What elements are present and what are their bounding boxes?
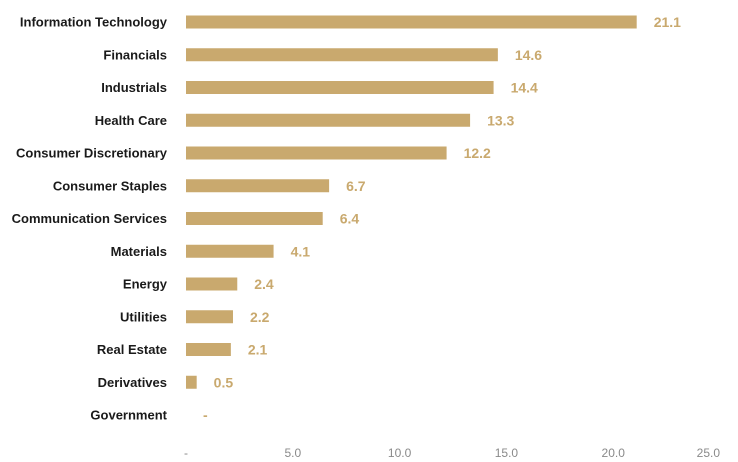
value-label-derivatives: 0.5: [214, 374, 234, 390]
x-tick-label: 25.0: [697, 446, 721, 460]
category-label-utilities: Utilities: [120, 309, 167, 324]
category-label-consumer-staples: Consumer Staples: [53, 178, 167, 193]
x-tick-label: -: [184, 446, 188, 460]
category-label-communication-services: Communication Services: [12, 211, 167, 226]
bar-consumer-staples: [186, 179, 330, 193]
bar-derivatives: [186, 375, 197, 389]
category-label-real-estate: Real Estate: [97, 342, 167, 357]
bar-energy: [186, 277, 238, 291]
category-label-consumer-discretionary: Consumer Discretionary: [16, 146, 168, 161]
category-label-materials: Materials: [111, 244, 167, 259]
bar-financials: [186, 48, 498, 62]
value-label-real-estate: 2.1: [248, 342, 268, 358]
category-labels: Information Technology Financials Industri…: [12, 15, 168, 423]
value-label-communication-services: 6.4: [340, 211, 360, 227]
value-label-financials: 14.6: [515, 47, 542, 63]
bar-consumer-discretionary: [186, 146, 447, 160]
bar-real-estate: [186, 343, 231, 356]
x-tick-label: 10.0: [388, 446, 412, 460]
value-label-materials: 4.1: [291, 243, 311, 259]
bars: [186, 15, 637, 389]
category-label-government: Government: [90, 408, 167, 423]
category-label-financials: Financials: [103, 47, 167, 62]
bar-information-technology: [186, 15, 637, 29]
x-axis: - 5.0 10.0 15.0 20.0 25.0: [184, 446, 720, 460]
bar-communication-services: [186, 212, 323, 225]
bar-health-care: [186, 113, 471, 127]
x-tick-label: 20.0: [602, 446, 626, 460]
value-label-industrials: 14.4: [511, 80, 538, 96]
bar-utilities: [186, 310, 233, 324]
value-label-government: -: [203, 407, 208, 423]
value-label-health-care: 13.3: [487, 112, 514, 128]
value-label-information-technology: 21.1: [654, 14, 681, 30]
bar-industrials: [186, 81, 494, 94]
value-labels: 21.1 14.6 14.4 13.3 12.2 6.7 6.4 4.1 2.4 2.2 2.1 0.…: [203, 14, 681, 423]
value-label-consumer-staples: 6.7: [346, 178, 366, 194]
category-label-information-technology: Information Technology: [20, 15, 168, 30]
category-label-health-care: Health Care: [95, 113, 167, 128]
value-label-utilities: 2.2: [250, 309, 270, 325]
bar-materials: [186, 244, 274, 258]
category-label-derivatives: Derivatives: [98, 375, 167, 390]
value-label-energy: 2.4: [254, 276, 274, 292]
x-tick-label: 15.0: [495, 446, 519, 460]
category-label-energy: Energy: [123, 277, 168, 292]
x-tick-label: 5.0: [284, 446, 301, 460]
category-label-industrials: Industrials: [101, 80, 167, 95]
value-label-consumer-discretionary: 12.2: [464, 145, 491, 161]
